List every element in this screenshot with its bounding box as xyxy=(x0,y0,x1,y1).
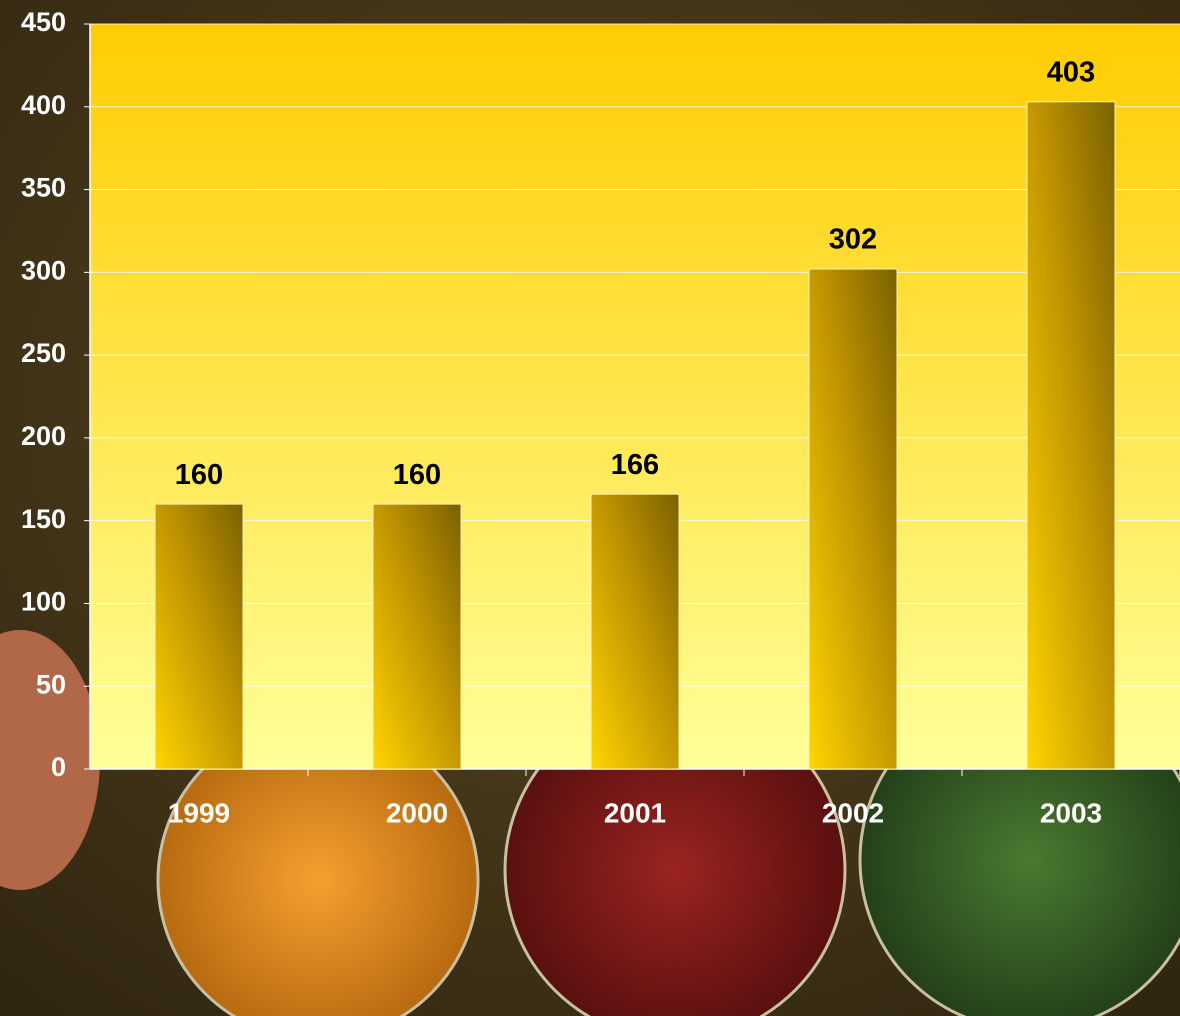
y-tick-label: 350 xyxy=(21,173,66,203)
bar xyxy=(808,268,898,770)
y-tick-label: 450 xyxy=(21,7,66,37)
bar xyxy=(154,503,244,770)
data-label: 160 xyxy=(175,459,223,491)
decor-hand xyxy=(0,630,100,890)
y-tick-label: 300 xyxy=(21,255,66,285)
bar xyxy=(372,503,462,770)
bar xyxy=(1026,101,1116,770)
y-tick-label: 50 xyxy=(36,669,66,699)
bar xyxy=(590,493,680,770)
y-tick-label: 250 xyxy=(21,338,66,368)
data-label: 302 xyxy=(829,224,877,256)
data-label: 403 xyxy=(1047,56,1095,88)
data-label: 166 xyxy=(611,449,659,481)
x-tick-label: 2002 xyxy=(822,797,884,828)
x-tick-label: 2003 xyxy=(1040,797,1102,828)
y-tick-label: 0 xyxy=(51,752,66,782)
data-label: 160 xyxy=(393,459,441,491)
y-tick-label: 150 xyxy=(21,504,66,534)
x-tick-label: 2001 xyxy=(604,797,666,828)
x-tick-label: 2000 xyxy=(386,797,448,828)
y-tick-label: 100 xyxy=(21,587,66,617)
y-tick-label: 200 xyxy=(21,421,66,451)
y-tick-label: 400 xyxy=(21,90,66,120)
x-tick-label: 1999 xyxy=(168,797,230,828)
